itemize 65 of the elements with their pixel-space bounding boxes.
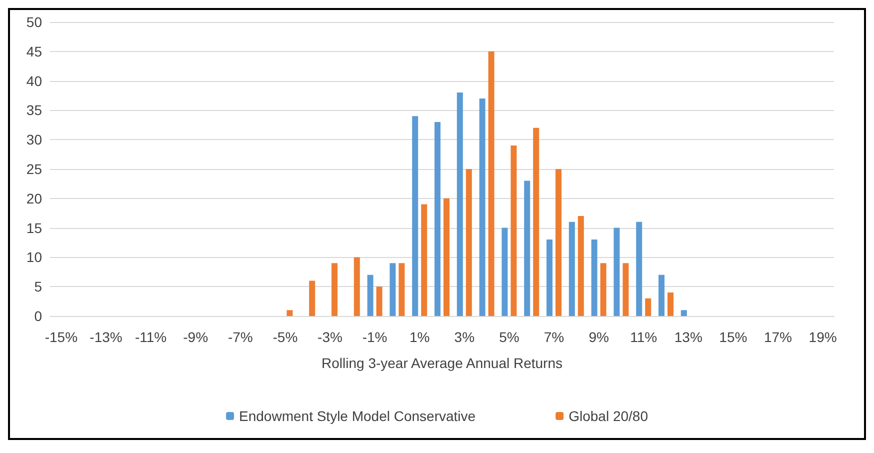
legend-label: Endowment Style Model Conservative xyxy=(239,408,476,424)
bar xyxy=(578,216,584,316)
y-tick-label: 25 xyxy=(26,161,42,177)
bar xyxy=(502,228,508,316)
bar xyxy=(412,116,418,316)
bar xyxy=(645,298,652,316)
x-tick-label: -3% xyxy=(318,329,342,345)
y-tick-label: 15 xyxy=(26,220,42,236)
x-tick-label: -1% xyxy=(362,329,388,345)
bar xyxy=(466,169,472,316)
bar xyxy=(390,263,396,316)
bar xyxy=(367,274,374,316)
bar xyxy=(556,169,562,316)
bar xyxy=(488,51,494,316)
x-tick-label: 19% xyxy=(808,329,837,345)
y-tick-label: 20 xyxy=(26,190,42,206)
bar xyxy=(444,198,450,316)
bar xyxy=(376,286,382,316)
bar xyxy=(622,263,629,316)
bar xyxy=(680,310,687,316)
bar xyxy=(636,222,642,316)
x-tick-label: -9% xyxy=(183,329,208,345)
x-tick-label: 1% xyxy=(409,329,430,345)
bar xyxy=(614,228,620,316)
bar xyxy=(668,292,674,316)
y-tick-label: 10 xyxy=(26,249,42,266)
x-tick-label: -15% xyxy=(44,329,78,345)
x-tick-label: 13% xyxy=(674,329,702,345)
legend-label: Global 20/80 xyxy=(568,408,648,424)
bar xyxy=(354,257,360,316)
x-tick-label: 15% xyxy=(719,329,748,345)
y-tick-label: 40 xyxy=(26,72,42,89)
bar xyxy=(434,122,440,316)
bar xyxy=(568,222,575,316)
x-tick-label: 3% xyxy=(454,329,475,345)
bar xyxy=(286,310,293,316)
bar xyxy=(332,263,338,316)
x-tick-label: -5% xyxy=(272,329,298,345)
y-tick-label: 5 xyxy=(34,278,42,295)
bar xyxy=(658,274,664,316)
x-tick-label: -11% xyxy=(134,329,167,345)
x-tick-label: 7% xyxy=(544,329,564,345)
bar xyxy=(600,263,606,316)
x-tick-label: 11% xyxy=(630,329,658,345)
x-tick-label: -13% xyxy=(90,329,122,345)
bar xyxy=(398,263,405,316)
bar xyxy=(510,145,517,316)
bar xyxy=(456,92,463,316)
bar xyxy=(524,180,530,316)
bar xyxy=(309,280,316,316)
bar xyxy=(591,240,598,316)
bar xyxy=(421,204,428,316)
x-tick-label: 9% xyxy=(588,329,609,345)
y-tick-label: 30 xyxy=(26,132,42,148)
x-tick-label: 17% xyxy=(764,329,792,345)
y-tick-label: 50 xyxy=(26,14,42,30)
y-tick-label: 35 xyxy=(26,102,42,118)
y-tick-label: 0 xyxy=(34,308,42,324)
y-tick-label: 45 xyxy=(26,43,42,60)
bar xyxy=(479,98,486,316)
bar xyxy=(546,240,552,316)
x-axis-title: Rolling 3-year Average Annual Returns xyxy=(321,355,563,371)
x-tick-label: 5% xyxy=(499,329,520,345)
x-tick-label: -7% xyxy=(228,329,253,345)
bar xyxy=(533,128,540,316)
